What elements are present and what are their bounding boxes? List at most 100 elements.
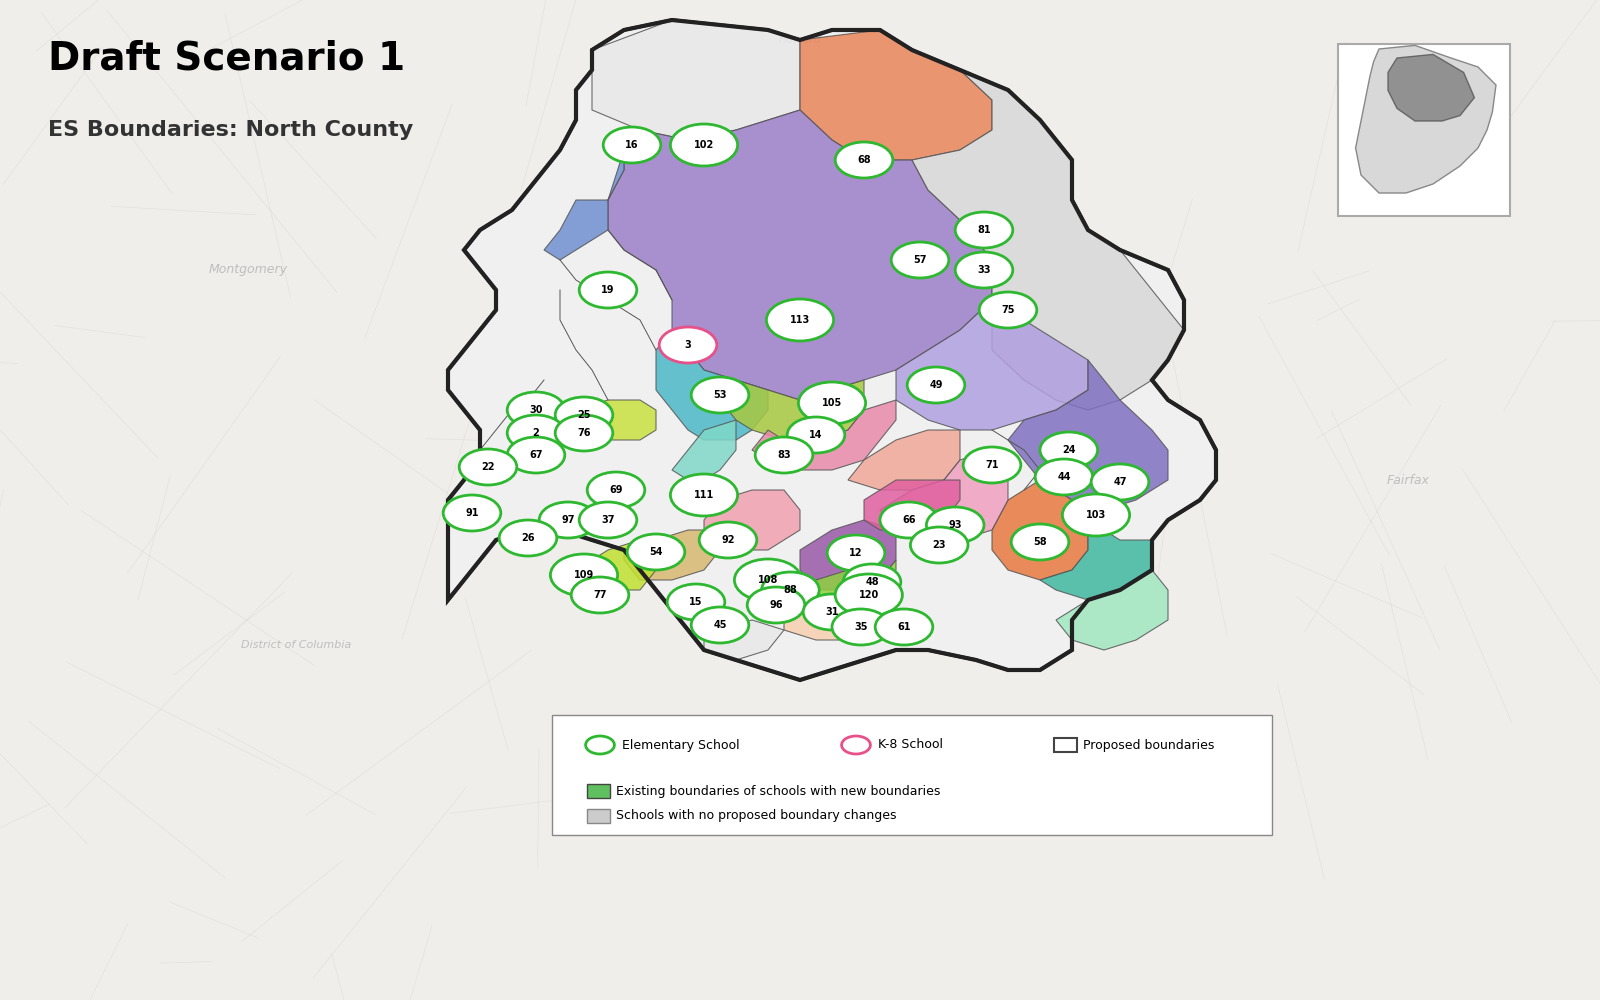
Text: 48: 48 [866,577,878,587]
Text: 105: 105 [822,398,842,408]
Circle shape [891,242,949,278]
Text: 69: 69 [610,485,622,495]
Text: 47: 47 [1114,477,1126,487]
Circle shape [835,142,893,178]
Text: K-8 School: K-8 School [878,738,944,752]
FancyBboxPatch shape [587,784,610,798]
Text: 96: 96 [770,600,782,610]
Circle shape [963,447,1021,483]
Circle shape [1035,459,1093,495]
Circle shape [579,502,637,538]
Text: 35: 35 [854,622,867,632]
Polygon shape [864,480,960,530]
Circle shape [955,252,1013,288]
Text: 2: 2 [533,428,539,438]
Circle shape [579,272,637,308]
Circle shape [691,377,749,413]
Text: 61: 61 [898,622,910,632]
Text: 3: 3 [685,340,691,350]
Text: 71: 71 [986,460,998,470]
Text: 14: 14 [810,430,822,440]
Text: 12: 12 [850,548,862,558]
Text: 81: 81 [978,225,990,235]
Polygon shape [448,20,1216,680]
Circle shape [926,507,984,543]
Circle shape [910,527,968,563]
Circle shape [787,417,845,453]
Polygon shape [592,20,800,140]
Text: 15: 15 [690,597,702,607]
Polygon shape [912,70,1184,410]
Circle shape [1011,524,1069,560]
Circle shape [766,299,834,341]
Text: 22: 22 [482,462,494,472]
Polygon shape [592,540,656,590]
Polygon shape [784,590,896,640]
Text: Draft Scenario 1: Draft Scenario 1 [48,40,405,78]
Text: 26: 26 [522,533,534,543]
Text: 33: 33 [978,265,990,275]
Circle shape [842,736,870,754]
Polygon shape [656,330,768,440]
Circle shape [627,534,685,570]
Text: 120: 120 [859,590,878,600]
Text: 49: 49 [930,380,942,390]
Circle shape [691,607,749,643]
Circle shape [659,327,717,363]
Text: Fairfax: Fairfax [1387,474,1429,487]
Circle shape [747,587,805,623]
Circle shape [843,564,901,600]
Polygon shape [1355,45,1496,193]
Circle shape [670,474,738,516]
Text: 76: 76 [578,428,590,438]
Circle shape [755,437,813,473]
Text: 57: 57 [914,255,926,265]
Text: 109: 109 [574,570,594,580]
Polygon shape [992,480,1088,580]
Circle shape [832,609,890,645]
FancyBboxPatch shape [1338,44,1510,216]
Circle shape [555,397,613,433]
Circle shape [603,127,661,163]
Polygon shape [1056,570,1168,650]
Text: Elementary School: Elementary School [622,738,741,752]
Circle shape [443,495,501,531]
Text: 111: 111 [694,490,714,500]
Polygon shape [720,380,864,440]
Text: Montgomery: Montgomery [208,263,288,276]
Circle shape [539,502,597,538]
Polygon shape [752,400,896,470]
Text: 88: 88 [784,585,797,595]
Circle shape [699,522,757,558]
Circle shape [835,574,902,616]
Text: 92: 92 [722,535,734,545]
Polygon shape [608,110,992,400]
Text: 25: 25 [578,410,590,420]
Polygon shape [880,450,1008,540]
Text: ES Boundaries: North County: ES Boundaries: North County [48,120,413,140]
FancyBboxPatch shape [552,715,1272,835]
Circle shape [507,392,565,428]
Polygon shape [896,300,1088,430]
Polygon shape [544,130,640,260]
Polygon shape [704,490,800,550]
Circle shape [798,382,866,424]
Polygon shape [672,420,736,480]
Circle shape [955,212,1013,248]
Text: 113: 113 [790,315,810,325]
Polygon shape [1008,360,1168,510]
Text: 83: 83 [778,450,790,460]
Text: 91: 91 [466,508,478,518]
Polygon shape [1389,54,1475,121]
Text: 77: 77 [594,590,606,600]
Text: 66: 66 [902,515,915,525]
FancyBboxPatch shape [587,809,610,823]
Circle shape [827,535,885,571]
Circle shape [875,609,933,645]
Circle shape [507,437,565,473]
Circle shape [762,572,819,608]
Text: Schools with no proposed boundary changes: Schools with no proposed boundary change… [616,810,896,822]
Text: 102: 102 [694,140,714,150]
Polygon shape [800,560,896,600]
Text: Proposed boundaries: Proposed boundaries [1083,738,1214,752]
